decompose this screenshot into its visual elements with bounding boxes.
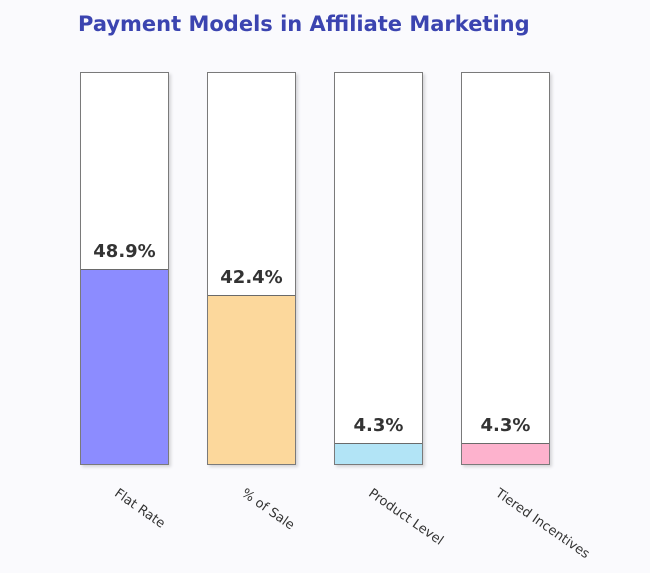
value-label: 48.9% (93, 241, 156, 262)
value-label: 42.4% (220, 267, 283, 288)
bar-flat-rate: 48.9% (80, 72, 169, 465)
bar-product-level: 4.3% (334, 72, 423, 465)
bar-fill (81, 269, 168, 464)
value-label: 4.3% (353, 415, 404, 436)
chart-title: Payment Models in Affiliate Marketing (78, 12, 530, 36)
bar-fill (208, 295, 295, 464)
x-axis-label: Tiered Incentives (492, 486, 593, 563)
value-label: 4.3% (480, 415, 531, 436)
bar-tiered-incentives: 4.3% (461, 72, 550, 465)
bar-fill (335, 443, 422, 464)
x-axis-label: Product Level (365, 486, 446, 549)
x-axis-label: Flat Rate (111, 486, 168, 532)
x-axis-label: % of Sale (238, 486, 297, 534)
bar-of-sale: 42.4% (207, 72, 296, 465)
bar-fill (462, 443, 549, 464)
